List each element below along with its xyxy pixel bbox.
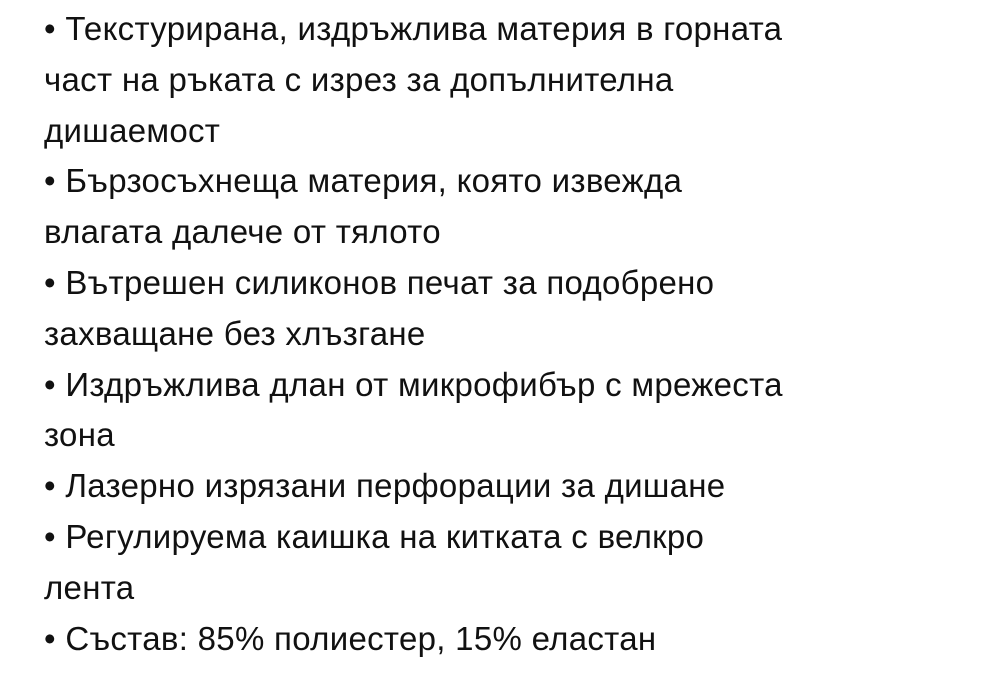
feature-line: • Лазерно изрязани перфорации за дишане	[44, 467, 726, 505]
feature-line: • Бързосъхнеща материя, която извежда	[44, 162, 683, 200]
feature-line: зона	[44, 416, 115, 454]
composition-line: • Състав: 85% полиестер, 15% еластан	[44, 619, 657, 657]
feature-line: влагата далече от тялото	[44, 213, 441, 251]
feature-line: • Регулируема каишка на китката с велкро	[44, 517, 705, 555]
feature-line: • Текстурирана, издръжлива материя в гор…	[44, 10, 783, 47]
product-features-list: • Текстурирана, издръжлива материя в гор…	[44, 4, 783, 664]
feature-line: захващане без хлъзгане	[44, 314, 426, 352]
feature-line: лента	[44, 568, 135, 606]
feature-line: • Издръжлива длан от микрофибър с мрежес…	[44, 365, 783, 403]
feature-line: дишаемост	[44, 111, 221, 149]
feature-line: • Вътрешен силиконов печат за подобрено	[44, 263, 715, 301]
feature-line: част на ръката с изрез за допълнителна	[44, 60, 674, 98]
